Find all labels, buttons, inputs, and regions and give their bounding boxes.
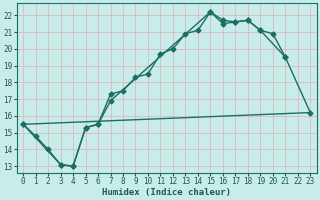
X-axis label: Humidex (Indice chaleur): Humidex (Indice chaleur) [102,188,231,197]
